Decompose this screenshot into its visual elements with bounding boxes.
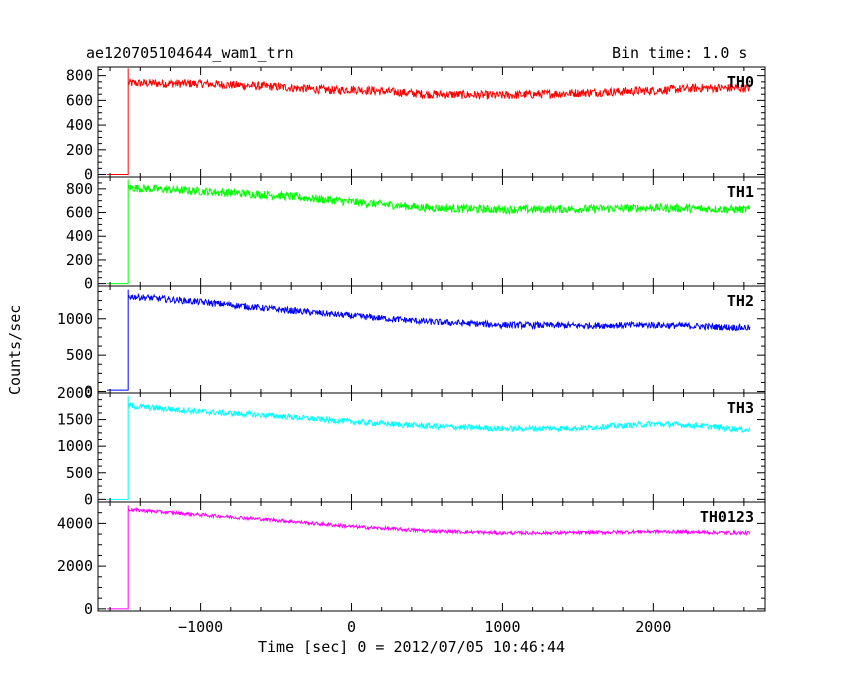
- panel-frame-th3: [97, 392, 766, 503]
- y-tick-label: 500: [66, 464, 93, 482]
- y-tick-label: 800: [66, 180, 93, 198]
- y-tick-label: 4000: [57, 514, 93, 532]
- x-tick-label: 0: [347, 618, 356, 636]
- y-tick-label: 0: [84, 600, 93, 618]
- y-tick-label: 600: [66, 204, 93, 222]
- panel-label-th2: TH2: [727, 292, 754, 310]
- panel-frame-th0123: [97, 501, 766, 612]
- y-tick-label: 400: [66, 116, 93, 134]
- panel-label-th0: TH0: [727, 73, 754, 91]
- y-tick-label: 2000: [57, 557, 93, 575]
- y-axis-label: Counts/sec: [6, 304, 24, 395]
- series-line-th0123: [107, 505, 751, 610]
- y-tick-label: 0: [84, 383, 93, 401]
- y-tick-label: 800: [66, 67, 93, 85]
- panel-label-th3: TH3: [727, 399, 754, 417]
- series-line-th1: [107, 179, 751, 285]
- panel-label-th1: TH1: [727, 183, 754, 201]
- y-tick-label: 400: [66, 227, 93, 245]
- y-tick-label: 500: [66, 346, 93, 364]
- x-tick-label: −1000: [178, 618, 223, 636]
- y-tick-label: 1500: [57, 411, 93, 429]
- panel-label-th0123: TH0123: [700, 508, 754, 526]
- series-line-th0: [107, 68, 751, 176]
- series-line-th2: [107, 289, 751, 391]
- y-tick-label: 200: [66, 251, 93, 269]
- series-line-th3: [107, 395, 751, 500]
- y-tick-label: 1000: [57, 437, 93, 455]
- y-tick-label: 0: [84, 275, 93, 293]
- bin-time-label: Bin time: 1.0 s: [612, 44, 748, 62]
- y-tick-label: 0: [84, 166, 93, 184]
- y-tick-label: 2000: [57, 384, 93, 402]
- y-tick-label: 200: [66, 141, 93, 159]
- x-axis-label: Time [sec] 0 = 2012/07/05 10:46:44: [258, 638, 566, 656]
- x-tick-label: 1000: [484, 618, 520, 636]
- chart-title: ae120705104644_wam1_trn: [86, 44, 294, 62]
- y-tick-label: 0: [84, 490, 93, 508]
- x-tick-label: 2000: [635, 618, 671, 636]
- y-tick-label: 1000: [57, 310, 93, 328]
- y-tick-label: 600: [66, 91, 93, 109]
- panel-frame-th1: [97, 176, 766, 287]
